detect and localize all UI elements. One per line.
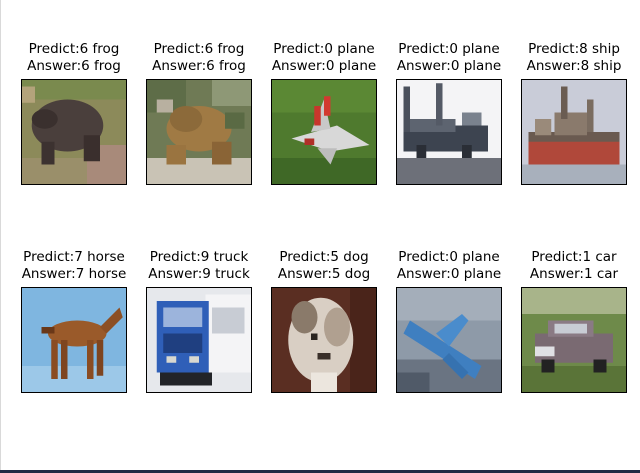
caption-predict: Predict:0 plane: [398, 249, 500, 265]
plane-thumbnail: [396, 287, 502, 393]
caption-answer: Answer:6 frog: [27, 58, 121, 74]
caption-predict: Predict:1 car: [531, 249, 617, 265]
frog-thumbnail: [146, 79, 252, 185]
ship-thumbnail: [521, 79, 627, 185]
frog-thumbnail: [21, 79, 127, 185]
caption-answer: Answer:0 plane: [396, 266, 502, 282]
caption-answer: Answer:9 truck: [148, 266, 250, 282]
caption-predict: Predict:5 dog: [279, 249, 369, 265]
caption-predict: Predict:0 plane: [273, 41, 375, 57]
caption-predict: Predict:9 truck: [149, 249, 249, 265]
plane-thumbnail: [396, 79, 502, 185]
caption-answer: Answer:7 horse: [21, 266, 127, 282]
caption-answer: Answer:6 frog: [152, 58, 246, 74]
caption-predict: Predict:8 ship: [528, 41, 620, 57]
car-thumbnail: [521, 287, 627, 393]
caption-predict: Predict:7 horse: [23, 249, 125, 265]
caption-answer: Answer:1 car: [529, 266, 619, 282]
truck-thumbnail: [146, 287, 252, 393]
window-bottom-edge: [0, 470, 640, 473]
caption-answer: Answer:0 plane: [271, 58, 377, 74]
horse-thumbnail: [21, 287, 127, 393]
dog-thumbnail: [271, 287, 377, 393]
caption-answer: Answer:8 ship: [526, 58, 622, 74]
caption-predict: Predict:6 frog: [153, 41, 245, 57]
caption-predict: Predict:6 frog: [28, 41, 120, 57]
caption-answer: Answer:0 plane: [396, 58, 502, 74]
window-left-edge: [0, 0, 1, 473]
caption-predict: Predict:0 plane: [398, 41, 500, 57]
plane-thumbnail: [271, 79, 377, 185]
caption-answer: Answer:5 dog: [277, 266, 371, 282]
